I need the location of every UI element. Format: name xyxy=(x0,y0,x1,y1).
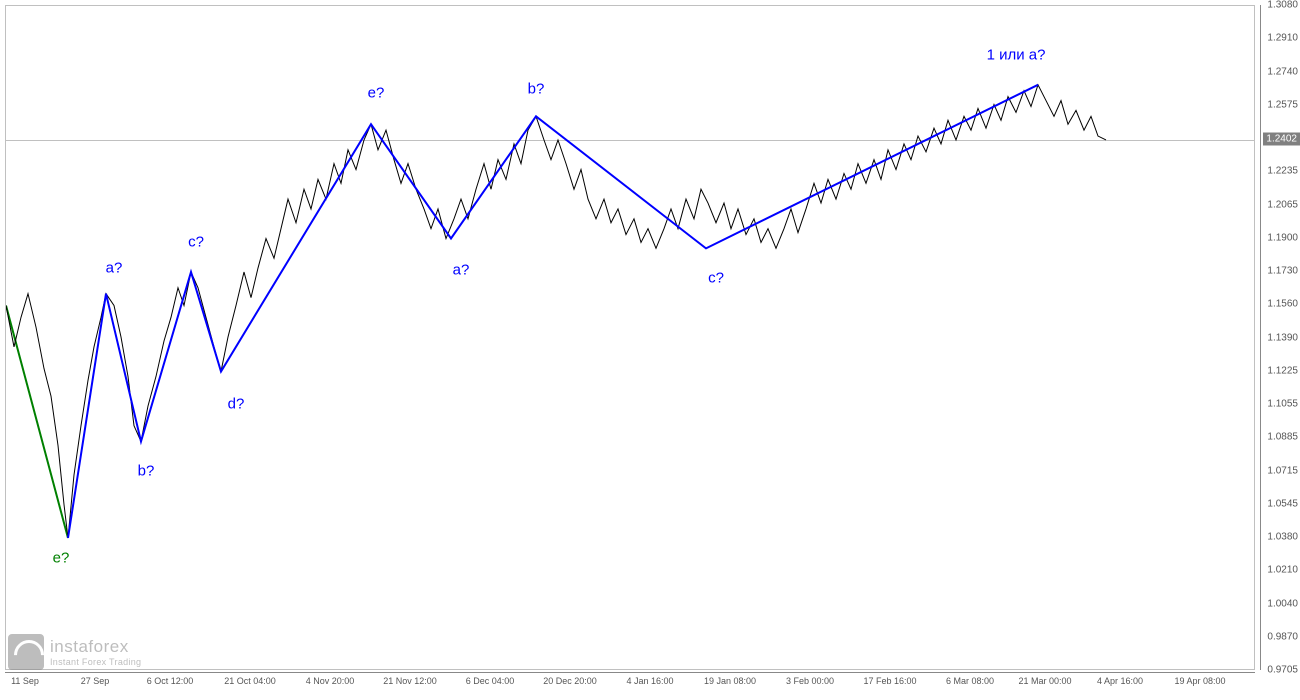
chart-container: e? a? b? c? d? e? a? b? c? 1 или a? 1.3080 1.2910 1… xyxy=(0,0,1300,700)
x-tick: 20 Dec 20:00 xyxy=(543,676,597,686)
x-tick: 6 Mar 08:00 xyxy=(946,676,994,686)
x-tick: 3 Feb 00:00 xyxy=(786,676,834,686)
wave-label: c? xyxy=(708,269,724,286)
x-tick: 21 Nov 12:00 xyxy=(383,676,437,686)
x-tick: 19 Jan 08:00 xyxy=(704,676,756,686)
watermark-title: instaforex xyxy=(50,637,141,657)
x-tick: 11 Sep xyxy=(11,676,39,686)
wave-label: e? xyxy=(53,549,70,566)
y-tick: 0.9870 xyxy=(1267,632,1298,643)
x-tick: 4 Jan 16:00 xyxy=(626,676,673,686)
x-tick: 27 Sep xyxy=(81,676,110,686)
y-tick: 1.3080 xyxy=(1267,0,1298,11)
watermark-logo xyxy=(8,634,44,670)
x-tick: 6 Dec 04:00 xyxy=(466,676,515,686)
wave-label: a? xyxy=(106,260,123,277)
wave-label: b? xyxy=(528,80,545,97)
watermark: instaforex Instant Forex Trading xyxy=(8,634,141,670)
y-tick: 0.9705 xyxy=(1267,665,1298,676)
y-tick: 1.2065 xyxy=(1267,199,1298,210)
plot-area: e? a? b? c? d? e? a? b? c? 1 или a? xyxy=(5,5,1255,670)
x-axis: 11 Sep 27 Sep 6 Oct 12:00 21 Oct 04:00 4 Nov… xyxy=(5,672,1255,700)
y-tick: 1.2740 xyxy=(1267,66,1298,77)
wave-label: d? xyxy=(228,396,245,413)
x-tick: 21 Oct 04:00 xyxy=(224,676,276,686)
y-tick: 1.0040 xyxy=(1267,598,1298,609)
wave-label: 1 или a? xyxy=(987,47,1046,64)
y-tick: 1.0715 xyxy=(1267,465,1298,476)
x-tick: 19 Apr 08:00 xyxy=(1174,676,1225,686)
chart-svg xyxy=(6,6,1256,671)
y-tick: 1.2235 xyxy=(1267,166,1298,177)
x-tick: 4 Apr 16:00 xyxy=(1097,676,1143,686)
y-tick: 1.1225 xyxy=(1267,365,1298,376)
wave-label: b? xyxy=(138,463,155,480)
y-tick: 1.2910 xyxy=(1267,33,1298,44)
x-tick: 4 Nov 20:00 xyxy=(306,676,355,686)
y-tick: 1.1055 xyxy=(1267,399,1298,410)
current-price-box: 1.2402 xyxy=(1263,132,1300,145)
x-tick: 17 Feb 16:00 xyxy=(863,676,916,686)
wave-label: c? xyxy=(188,234,204,251)
y-tick: 1.0380 xyxy=(1267,532,1298,543)
wave-label: e? xyxy=(368,84,385,101)
wave-label: a? xyxy=(453,262,470,279)
y-tick: 1.1560 xyxy=(1267,299,1298,310)
y-tick: 1.0885 xyxy=(1267,432,1298,443)
y-tick: 1.1730 xyxy=(1267,266,1298,277)
watermark-text: instaforex Instant Forex Trading xyxy=(50,637,141,667)
y-tick: 1.2575 xyxy=(1267,99,1298,110)
watermark-subtitle: Instant Forex Trading xyxy=(50,657,141,667)
y-tick: 1.1390 xyxy=(1267,332,1298,343)
y-tick: 1.0545 xyxy=(1267,499,1298,510)
y-tick: 1.0210 xyxy=(1267,565,1298,576)
y-axis: 1.30801.29101.27401.25751.24021.22351.20… xyxy=(1260,5,1300,670)
y-tick: 1.1900 xyxy=(1267,232,1298,243)
x-tick: 6 Oct 12:00 xyxy=(147,676,194,686)
x-tick: 21 Mar 00:00 xyxy=(1018,676,1071,686)
